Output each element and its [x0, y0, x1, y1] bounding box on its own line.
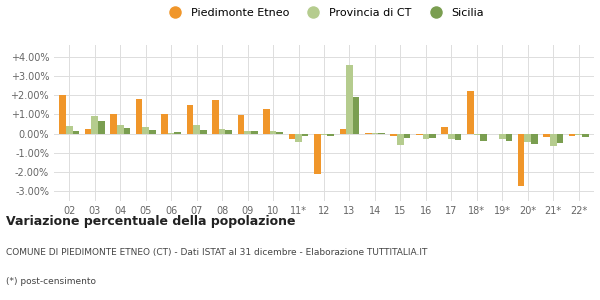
Bar — [346, 65, 353, 134]
Bar — [98, 121, 104, 134]
Bar — [575, 134, 582, 135]
Bar — [442, 127, 448, 134]
Bar — [397, 134, 404, 145]
Bar — [569, 134, 575, 136]
Bar — [295, 134, 302, 142]
Bar — [187, 105, 193, 134]
Bar — [161, 114, 168, 134]
Bar — [168, 133, 175, 134]
Bar — [524, 134, 531, 142]
Bar — [85, 129, 91, 134]
Bar — [518, 134, 524, 186]
Bar — [302, 134, 308, 136]
Text: COMUNE DI PIEDIMONTE ETNEO (CT) - Dati ISTAT al 31 dicembre - Elaborazione TUTTI: COMUNE DI PIEDIMONTE ETNEO (CT) - Dati I… — [6, 248, 427, 256]
Bar — [314, 134, 320, 174]
Bar — [289, 134, 295, 139]
Bar — [531, 134, 538, 144]
Text: (*) post-censimento: (*) post-censimento — [6, 278, 96, 286]
Bar — [455, 134, 461, 140]
Bar — [91, 116, 98, 134]
Text: Variazione percentuale della popolazione: Variazione percentuale della popolazione — [6, 214, 296, 227]
Bar — [193, 125, 200, 134]
Bar — [371, 133, 378, 134]
Bar — [429, 134, 436, 138]
Bar — [582, 134, 589, 137]
Bar — [340, 129, 346, 134]
Bar — [506, 134, 512, 141]
Bar — [277, 132, 283, 134]
Bar — [270, 131, 277, 134]
Legend: Piedimonte Etneo, Provincia di CT, Sicilia: Piedimonte Etneo, Provincia di CT, Sicil… — [160, 4, 488, 22]
Bar — [544, 134, 550, 137]
Bar — [175, 132, 181, 134]
Bar — [124, 128, 130, 134]
Bar — [550, 134, 557, 146]
Bar — [263, 109, 270, 134]
Bar — [226, 130, 232, 134]
Bar — [448, 134, 455, 140]
Bar — [467, 91, 473, 134]
Bar — [142, 127, 149, 134]
Bar — [365, 133, 371, 134]
Bar — [244, 131, 251, 134]
Bar — [422, 134, 429, 139]
Bar — [557, 134, 563, 143]
Bar — [136, 99, 142, 134]
Bar — [200, 130, 206, 134]
Bar — [404, 134, 410, 138]
Bar — [66, 126, 73, 134]
Bar — [353, 97, 359, 134]
Bar — [219, 129, 226, 134]
Bar — [251, 131, 257, 134]
Bar — [212, 100, 219, 134]
Bar — [149, 130, 155, 134]
Bar — [117, 125, 124, 134]
Bar — [73, 131, 79, 134]
Bar — [238, 115, 244, 134]
Bar — [110, 114, 117, 134]
Bar — [59, 95, 66, 134]
Bar — [416, 134, 422, 135]
Bar — [391, 134, 397, 136]
Bar — [473, 134, 480, 135]
Bar — [480, 134, 487, 141]
Bar — [328, 134, 334, 136]
Bar — [499, 134, 506, 139]
Bar — [320, 134, 328, 135]
